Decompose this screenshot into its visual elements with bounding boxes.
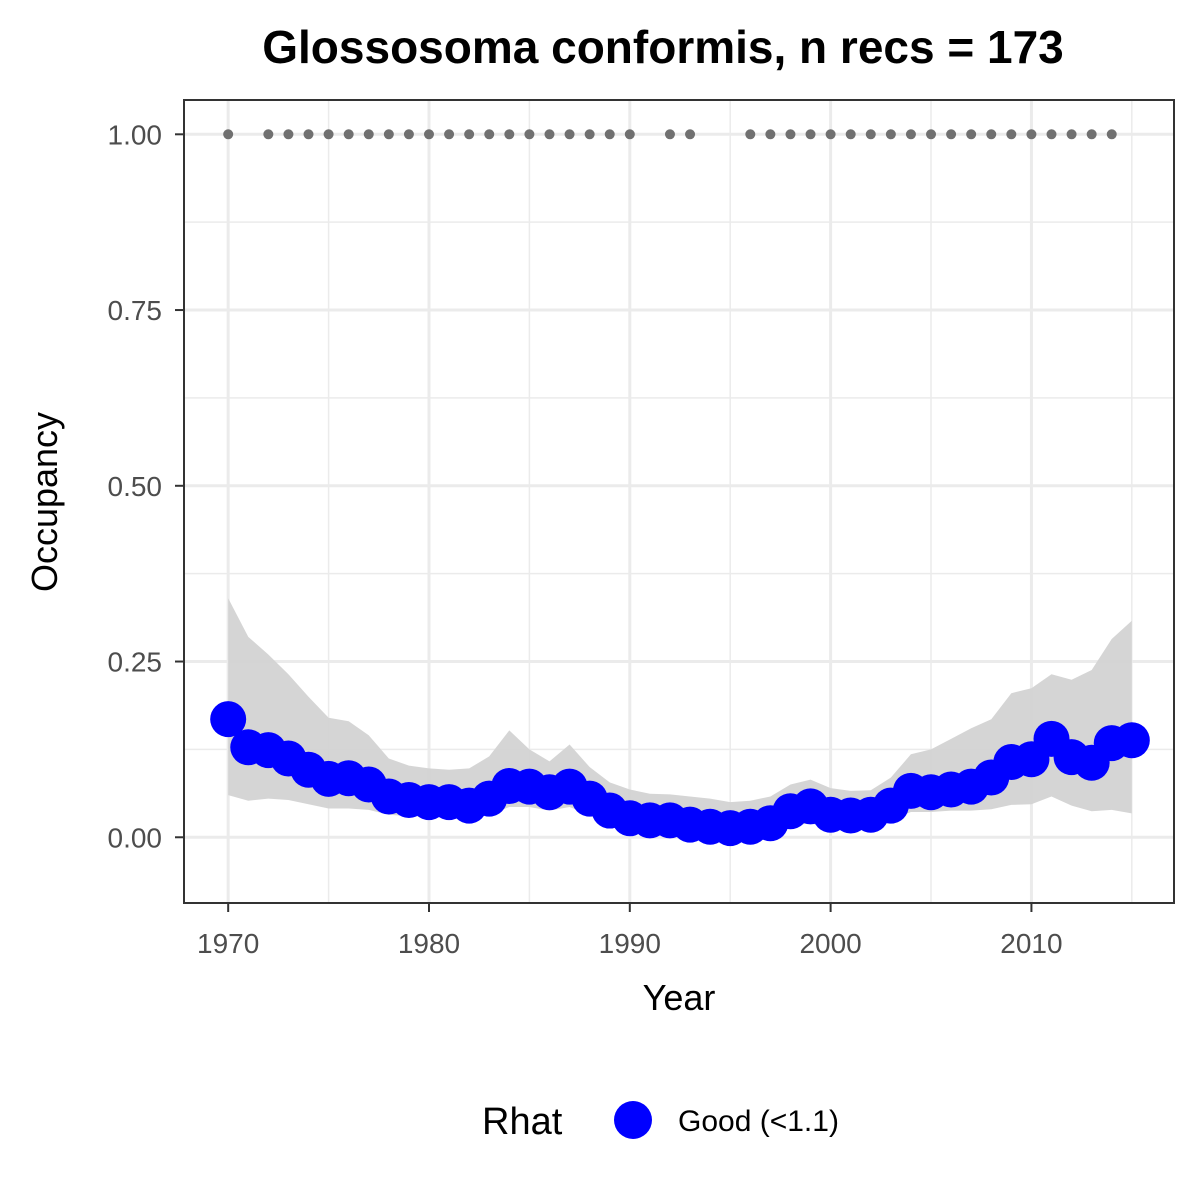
record-year-point [926, 129, 937, 140]
record-year-point [1026, 129, 1037, 140]
legend-title: Rhat [482, 1101, 563, 1143]
occupancy-point [1113, 722, 1150, 759]
record-year-point [464, 129, 475, 140]
x-tick-label: 1990 [599, 928, 661, 959]
y-tick-label: 0.00 [108, 822, 163, 853]
record-year-point [624, 129, 635, 140]
record-year-point [564, 129, 575, 140]
record-year-point [946, 129, 957, 140]
record-year-point [303, 129, 314, 140]
record-year-point [905, 129, 916, 140]
record-year-point [1106, 129, 1117, 140]
record-year-point [504, 129, 515, 140]
record-year-point [986, 129, 997, 140]
record-year-point [885, 129, 896, 140]
record-year-point [343, 129, 354, 140]
record-year-point [544, 129, 555, 140]
record-year-point [664, 129, 675, 140]
y-tick-label: 1.00 [108, 119, 163, 150]
chart-title: Glossosoma conformis, n recs = 173 [262, 21, 1064, 73]
record-year-point [785, 129, 796, 140]
record-year-point [423, 129, 434, 140]
legend-key-good [614, 1101, 652, 1139]
record-year-point [966, 129, 977, 140]
record-year-point [484, 129, 495, 140]
record-year-point [323, 129, 334, 140]
axes: 1970 1980 1990 2000 2010 0.00 0.25 0.50 0.75 1.00 [108, 119, 1063, 959]
record-year-point [1086, 129, 1097, 140]
x-axis-title: Year [643, 977, 716, 1018]
plot-panel-border [183, 99, 1175, 904]
record-year-point [263, 129, 274, 140]
record-year-point [584, 129, 595, 140]
record-year-point [865, 129, 876, 140]
occupancy-point [210, 701, 247, 738]
legend: Rhat Good (<1.1) [482, 1101, 839, 1143]
y-tick-label: 0.75 [108, 295, 163, 326]
record-year-point [403, 129, 414, 140]
record-year-point [745, 129, 756, 140]
record-year-point [805, 129, 816, 140]
record-year-point [845, 129, 856, 140]
record-year-point [604, 129, 615, 140]
record-year-point [685, 129, 696, 140]
record-markers [223, 129, 1117, 140]
record-year-point [524, 129, 535, 140]
x-tick-label: 2000 [799, 928, 861, 959]
occupancy-points [210, 701, 1150, 847]
record-year-point [1006, 129, 1017, 140]
x-tick-label: 1970 [197, 928, 259, 959]
record-year-point [825, 129, 836, 140]
y-tick-label: 0.50 [108, 471, 163, 502]
x-tick-label: 2010 [1000, 928, 1062, 959]
record-year-point [1066, 129, 1077, 140]
record-year-point [765, 129, 776, 140]
y-axis-title: Occupancy [24, 412, 65, 592]
record-year-point [1046, 129, 1057, 140]
record-year-point [283, 129, 294, 140]
x-tick-label: 1980 [398, 928, 460, 959]
record-year-point [444, 129, 455, 140]
record-year-point [383, 129, 394, 140]
legend-label-good: Good (<1.1) [678, 1105, 839, 1138]
record-year-point [223, 129, 234, 140]
y-tick-label: 0.25 [108, 647, 163, 678]
record-year-point [363, 129, 374, 140]
